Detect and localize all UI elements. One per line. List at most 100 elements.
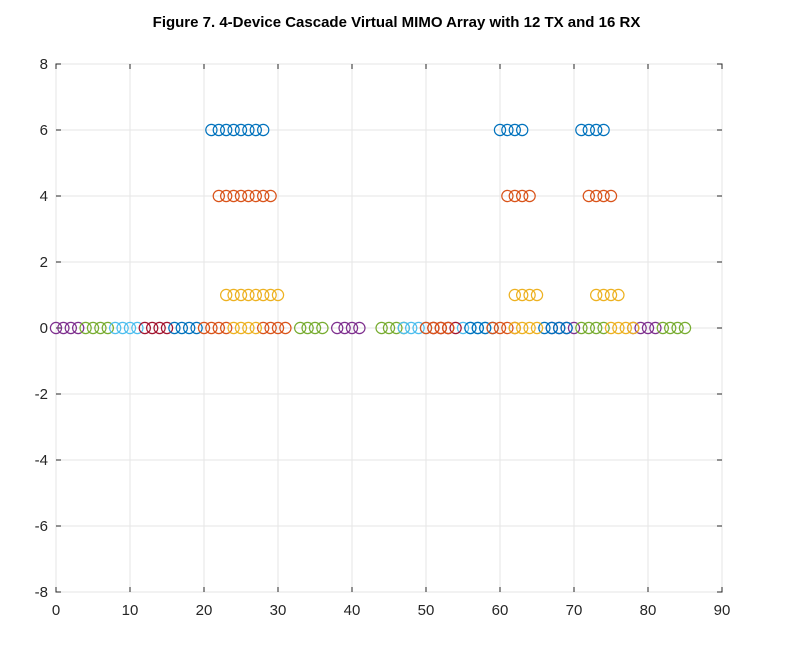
data-point <box>619 321 633 335</box>
data-point <box>301 321 314 335</box>
data-point <box>338 321 351 335</box>
x-tick-label: 50 <box>418 602 435 619</box>
data-point <box>627 321 640 335</box>
data-point <box>479 321 492 335</box>
data-point <box>375 321 388 335</box>
data-point <box>501 321 514 335</box>
data-point <box>242 123 255 137</box>
data-point <box>227 123 240 137</box>
data-point <box>538 321 551 335</box>
data-point <box>234 321 248 335</box>
data-point <box>212 123 225 137</box>
y-tick-label: 4 <box>40 188 48 205</box>
data-point <box>101 321 115 335</box>
data-point <box>219 321 233 335</box>
data-point <box>545 321 559 335</box>
data-point <box>205 321 218 335</box>
data-point <box>567 321 581 335</box>
data-point <box>508 123 521 137</box>
data-point <box>116 321 129 335</box>
data-point <box>604 189 618 203</box>
data-point <box>560 321 573 335</box>
data-point <box>205 123 218 137</box>
data-point <box>94 321 107 335</box>
data-point <box>264 189 277 203</box>
data-point <box>604 288 618 302</box>
data-point <box>582 123 596 137</box>
data-point <box>271 321 285 335</box>
data-point <box>656 321 670 335</box>
x-tick-label: 90 <box>714 602 731 619</box>
data-point <box>308 321 322 335</box>
data-point <box>182 321 196 335</box>
data-point <box>227 288 240 302</box>
data-point <box>190 321 203 335</box>
data-point <box>434 321 447 335</box>
data-point <box>523 189 536 203</box>
data-point <box>449 321 462 335</box>
data-point <box>227 321 240 335</box>
data-point <box>242 321 255 335</box>
data-point <box>353 321 366 335</box>
data-point <box>257 189 270 203</box>
data-point <box>612 288 625 302</box>
data-point <box>257 123 270 137</box>
data-point <box>57 321 70 335</box>
data-point <box>471 321 484 335</box>
data-point <box>86 321 100 335</box>
y-tick-label: 2 <box>40 254 48 271</box>
data-point <box>604 321 618 335</box>
data-point <box>219 189 233 203</box>
data-point <box>508 321 521 335</box>
x-tick-label: 30 <box>270 602 287 619</box>
data-point <box>493 321 507 335</box>
y-tick-label: 8 <box>40 56 48 73</box>
data-point <box>590 123 603 137</box>
data-point <box>419 321 433 335</box>
y-tick-label: -6 <box>35 518 48 535</box>
data-point <box>634 321 647 335</box>
data-point <box>249 123 262 137</box>
x-tick-label: 80 <box>640 602 657 619</box>
data-point <box>597 189 610 203</box>
data-point <box>523 321 536 335</box>
data-point <box>212 321 225 335</box>
data-point <box>257 321 270 335</box>
data-point <box>212 189 225 203</box>
axis-ticks: 0 10 20 30 40 50 60 70 80 90 -8 -6 -4 -2 0 2 4 6 8 <box>35 56 731 619</box>
data-point <box>456 321 470 335</box>
data-point <box>516 189 529 203</box>
data-point <box>405 321 418 335</box>
data-point <box>175 321 188 335</box>
x-tick-label: 20 <box>196 602 213 619</box>
data-point <box>597 123 610 137</box>
data-point <box>382 321 396 335</box>
data-point <box>530 321 544 335</box>
chart-title: Figure 7. 4-Device Cascade Virtual MIMO … <box>152 14 641 31</box>
y-tick-label: 0 <box>40 320 48 337</box>
data-point <box>271 288 285 302</box>
data-point <box>345 321 359 335</box>
data-point <box>279 321 292 335</box>
data-point <box>649 321 662 335</box>
data-point <box>582 189 596 203</box>
data-point <box>575 123 588 137</box>
data-point <box>242 189 255 203</box>
data-point <box>530 288 544 302</box>
data-point <box>493 123 507 137</box>
data-point <box>678 321 692 335</box>
data-point <box>316 321 329 335</box>
data-point <box>412 321 425 335</box>
data-point <box>234 288 248 302</box>
data-point <box>664 321 677 335</box>
x-tick-label: 0 <box>52 602 60 619</box>
y-tick-label: -2 <box>35 386 48 403</box>
data-point <box>523 288 536 302</box>
x-tick-label: 10 <box>122 602 139 619</box>
data-point <box>671 321 684 335</box>
data-point <box>145 321 159 335</box>
data-point <box>597 288 610 302</box>
data-point <box>501 123 514 137</box>
data-point <box>553 321 566 335</box>
